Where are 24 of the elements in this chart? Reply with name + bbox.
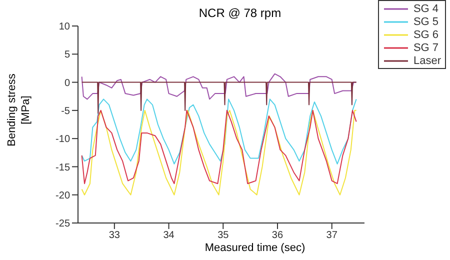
line-series	[81, 73, 357, 100]
legend-label: SG 4	[413, 2, 439, 14]
y-tick-label: -10	[56, 134, 70, 146]
y-tick-label: -15	[56, 162, 70, 174]
line-series	[81, 82, 357, 114]
y-tick-label: -25	[56, 218, 70, 230]
y-tick-label: 0	[64, 78, 70, 89]
y-tick-label: -20	[56, 190, 70, 202]
chart-title: NCR @ 78 rpm	[198, 6, 282, 20]
x-tick-label: 34	[163, 230, 175, 242]
y-tick-label: 5	[64, 50, 70, 61]
y-axis-title: Bending stress [MPa]	[5, 72, 33, 148]
y-tick-label: -5	[61, 106, 70, 117]
x-tick-label: 35	[218, 230, 230, 242]
legend-label: SG 5	[413, 16, 439, 28]
legend-label: SG 6	[413, 28, 439, 40]
legend-label: SG 7	[413, 42, 439, 54]
x-tick-label: 33	[108, 230, 120, 242]
legend-label: Laser	[413, 54, 441, 66]
x-tick-label: 36	[272, 230, 284, 242]
y-tick-label: 10	[58, 22, 70, 33]
x-axis-title: Measured time (sec)	[204, 242, 306, 254]
line-series	[81, 98, 357, 164]
x-tick-label: 37	[326, 230, 338, 242]
